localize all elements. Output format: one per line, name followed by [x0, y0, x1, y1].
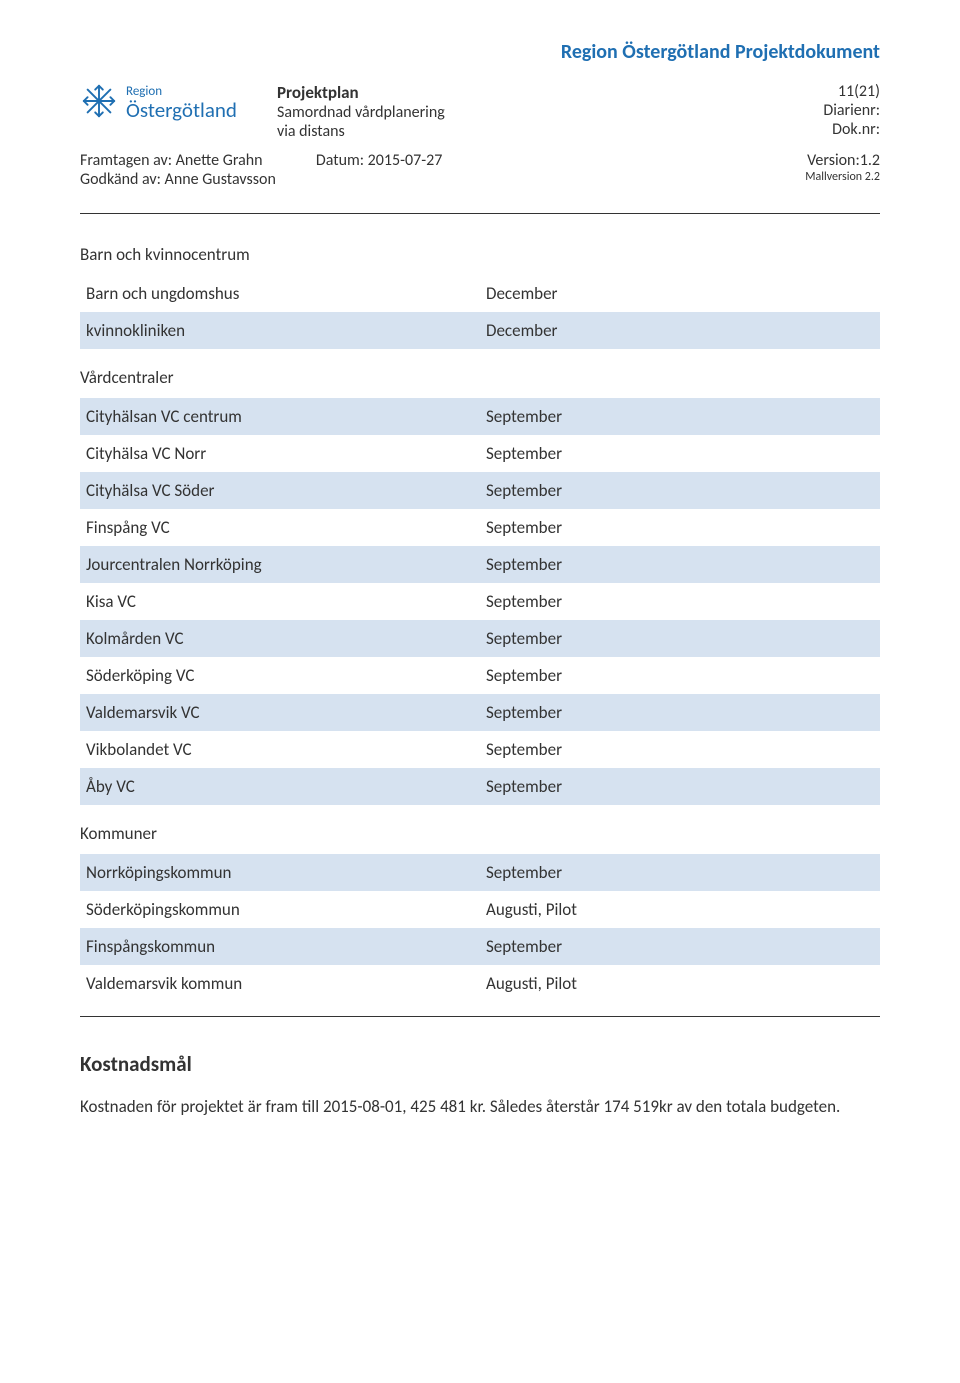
row-value: September — [480, 546, 880, 583]
row-name: Barn och ungdomshus — [80, 275, 480, 312]
plan-sub-1: Samordnad vårdplanering — [277, 103, 823, 122]
plan-sub-2: via distans — [277, 122, 823, 141]
mallversion: Mallversion 2.2 — [805, 170, 880, 184]
table-bottom-separator — [80, 1016, 880, 1017]
doknr-label: Dok.nr: — [823, 120, 880, 139]
table-row: kvinnokliniken December — [80, 312, 880, 349]
row-name: Jourcentralen Norrköping — [80, 546, 480, 583]
logo-text-big: Östergötland — [126, 99, 237, 122]
row-name: Cityhälsa VC Söder — [80, 472, 480, 509]
row-name: Åby VC — [80, 768, 480, 805]
table-row: Barn och ungdomshus December — [80, 275, 880, 312]
header-mid: Projektplan Samordnad vårdplanering via … — [237, 82, 823, 141]
table-row: Åby VC September — [80, 768, 880, 805]
schedule-table: Cityhälsan VC centrum September Cityhäls… — [80, 398, 880, 805]
row-name: Kolmården VC — [80, 620, 480, 657]
header-right: 11(21) Diarienr: Dok.nr: — [823, 82, 880, 139]
kostnadsmal-body: Kostnaden för projektet är fram till 201… — [80, 1091, 880, 1123]
row-value: September — [480, 435, 880, 472]
row-value: September — [480, 854, 880, 891]
version: Version:1.2 — [805, 151, 880, 170]
row-value: September — [480, 657, 880, 694]
row-value: Augusti, Pilot — [480, 965, 880, 1002]
table-row: Vikbolandet VC September — [80, 731, 880, 768]
table-row: Cityhälsa VC Norr September — [80, 435, 880, 472]
row-value: September — [480, 398, 880, 435]
logo-block: Region Östergötland — [80, 82, 237, 125]
header-row: Region Östergötland Projektplan Samordna… — [80, 82, 880, 141]
table-row: Valdemarsvik kommun Augusti, Pilot — [80, 965, 880, 1002]
table-row: Söderköpingskommun Augusti, Pilot — [80, 891, 880, 928]
row-name: Kisa VC — [80, 583, 480, 620]
table-row: Cityhälsan VC centrum September — [80, 398, 880, 435]
row-value: September — [480, 731, 880, 768]
document-header-title: Region Östergötland Projektdokument — [80, 40, 880, 64]
row-name: Söderköping VC — [80, 657, 480, 694]
table-row: Valdemarsvik VC September — [80, 694, 880, 731]
meta-right: Version:1.2 Mallversion 2.2 — [805, 151, 880, 189]
row-name: Valdemarsvik VC — [80, 694, 480, 731]
row-value: September — [480, 583, 880, 620]
header-separator — [80, 213, 880, 214]
schedule-table: Norrköpingskommun September Söderköpings… — [80, 854, 880, 1002]
row-value: Augusti, Pilot — [480, 891, 880, 928]
row-value: September — [480, 509, 880, 546]
section-vardcentraler: Vårdcentraler — [80, 367, 880, 388]
row-name: Söderköpingskommun — [80, 891, 480, 928]
table-row: Cityhälsa VC Söder September — [80, 472, 880, 509]
kostnadsmal-heading: Kostnadsmål — [80, 1051, 880, 1077]
row-value: September — [480, 472, 880, 509]
row-name: kvinnokliniken — [80, 312, 480, 349]
row-name: Finspångskommun — [80, 928, 480, 965]
meta-row: Framtagen av: Anette Grahn Godkänd av: A… — [80, 151, 880, 189]
row-name: Norrköpingskommun — [80, 854, 480, 891]
row-name: Valdemarsvik kommun — [80, 965, 480, 1002]
row-name: Vikbolandet VC — [80, 731, 480, 768]
plan-title: Projektplan — [277, 82, 823, 103]
snowflake-icon — [80, 82, 118, 125]
table-row: Kisa VC September — [80, 583, 880, 620]
table-row: Jourcentralen Norrköping September — [80, 546, 880, 583]
row-value: September — [480, 768, 880, 805]
meta-left: Framtagen av: Anette Grahn Godkänd av: A… — [80, 151, 276, 189]
table-row: Finspångskommun September — [80, 928, 880, 965]
page-number: 11(21) — [823, 82, 880, 101]
row-value: December — [480, 312, 880, 349]
row-name: Cityhälsa VC Norr — [80, 435, 480, 472]
row-name: Finspång VC — [80, 509, 480, 546]
diarienr-label: Diarienr: — [823, 101, 880, 120]
section-kommuner: Kommuner — [80, 823, 880, 844]
framtagen-av: Framtagen av: Anette Grahn — [80, 151, 276, 170]
row-value: September — [480, 620, 880, 657]
meta-mid: Datum: 2015-07-27 — [276, 151, 805, 189]
table-row: Kolmården VC September — [80, 620, 880, 657]
table-row: Finspång VC September — [80, 509, 880, 546]
section-barn-kvinnocentrum: Barn och kvinnocentrum — [80, 244, 880, 265]
godkand-av: Godkänd av: Anne Gustavsson — [80, 170, 276, 189]
row-name: Cityhälsan VC centrum — [80, 398, 480, 435]
row-value: September — [480, 694, 880, 731]
datum: Datum: 2015-07-27 — [316, 151, 805, 170]
schedule-table: Barn och ungdomshus December kvinnoklini… — [80, 275, 880, 349]
table-row: Söderköping VC September — [80, 657, 880, 694]
row-value: September — [480, 928, 880, 965]
table-row: Norrköpingskommun September — [80, 854, 880, 891]
logo-text: Region Östergötland — [126, 85, 237, 122]
row-value: December — [480, 275, 880, 312]
